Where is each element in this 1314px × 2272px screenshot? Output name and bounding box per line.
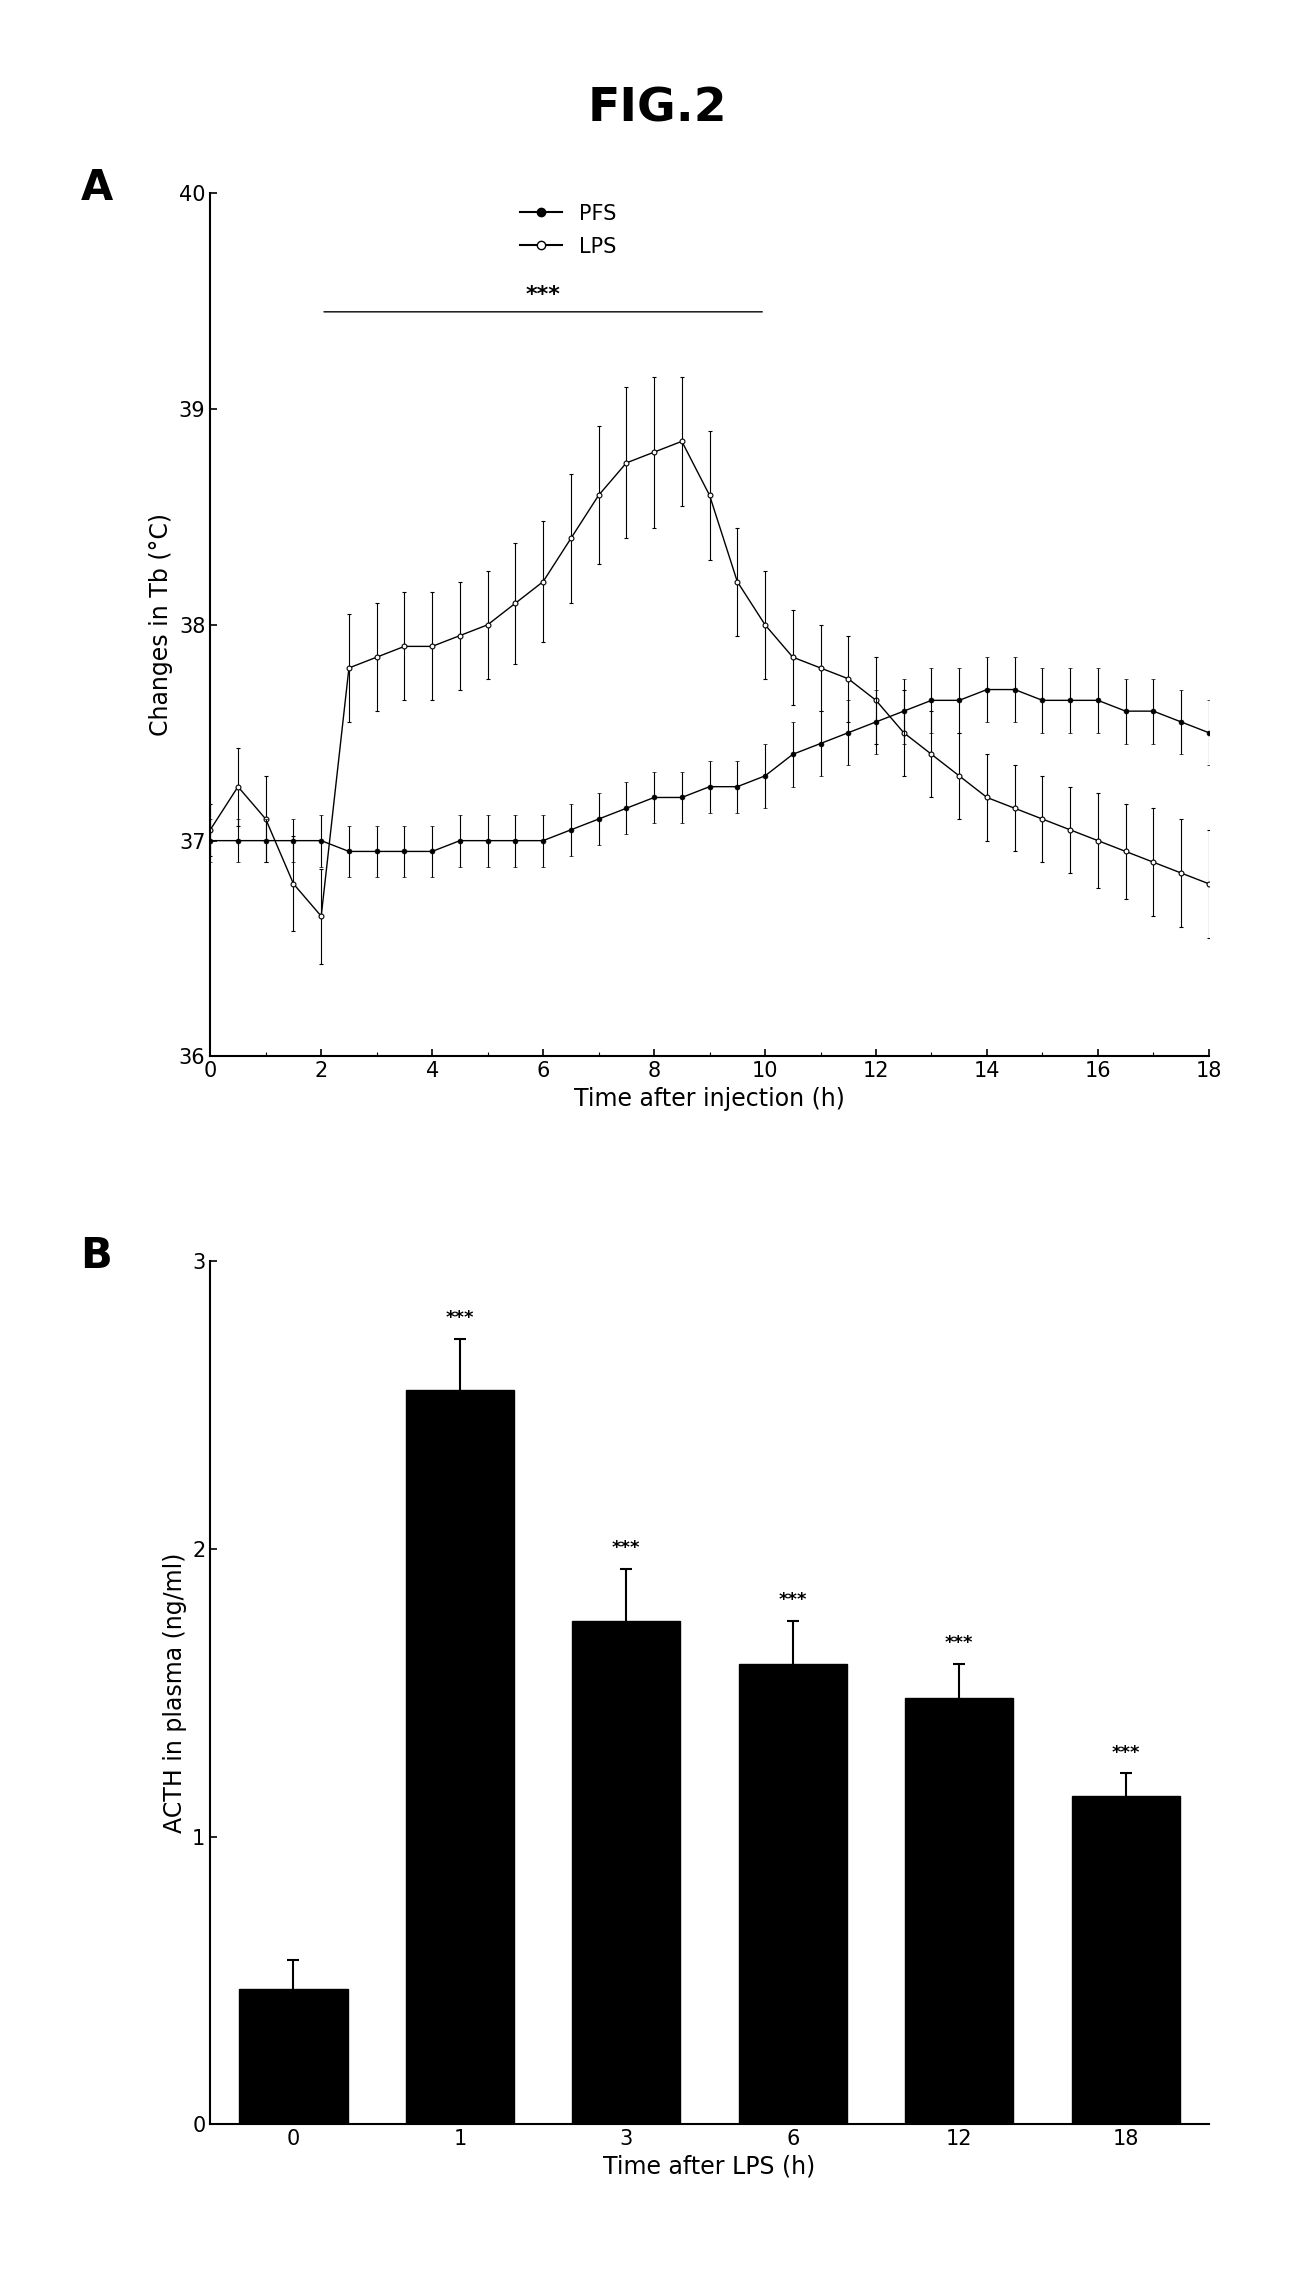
Bar bbox=[905, 1699, 1013, 2124]
Bar bbox=[573, 1620, 681, 2124]
X-axis label: Time after LPS (h): Time after LPS (h) bbox=[603, 2154, 816, 2179]
Text: ***: *** bbox=[778, 1590, 807, 1609]
X-axis label: Time after injection (h): Time after injection (h) bbox=[574, 1086, 845, 1111]
Text: ***: *** bbox=[526, 286, 561, 304]
Legend: PFS, LPS: PFS, LPS bbox=[520, 204, 616, 257]
Text: A: A bbox=[80, 168, 113, 209]
Y-axis label: ACTH in plasma (ng/ml): ACTH in plasma (ng/ml) bbox=[163, 1552, 187, 1834]
Text: ***: *** bbox=[612, 1540, 641, 1556]
Bar bbox=[239, 1988, 347, 2124]
Y-axis label: Changes in Tb (°C): Changes in Tb (°C) bbox=[150, 513, 173, 736]
Bar bbox=[1072, 1797, 1180, 2124]
Text: ***: *** bbox=[1112, 1743, 1141, 1761]
Text: ***: *** bbox=[945, 1634, 974, 1652]
Text: B: B bbox=[80, 1236, 112, 1277]
Text: ***: *** bbox=[445, 1309, 474, 1327]
Bar bbox=[406, 1390, 514, 2124]
Text: FIG.2: FIG.2 bbox=[587, 86, 727, 132]
Bar bbox=[738, 1663, 846, 2124]
